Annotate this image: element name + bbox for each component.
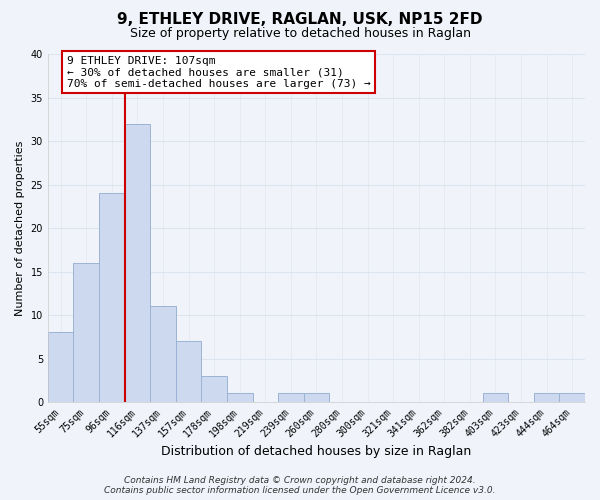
Text: 9, ETHLEY DRIVE, RAGLAN, USK, NP15 2FD: 9, ETHLEY DRIVE, RAGLAN, USK, NP15 2FD (117, 12, 483, 28)
Bar (150, 306, 176, 402)
Bar (176, 341, 202, 402)
Bar (125, 124, 150, 402)
Y-axis label: Number of detached properties: Number of detached properties (15, 140, 25, 316)
Bar (48, 332, 73, 402)
Bar (73, 263, 99, 402)
Bar (99, 193, 125, 402)
Bar (278, 394, 304, 402)
Bar (227, 394, 253, 402)
Bar (202, 376, 227, 402)
Bar (482, 394, 508, 402)
Bar (304, 394, 329, 402)
X-axis label: Distribution of detached houses by size in Raglan: Distribution of detached houses by size … (161, 444, 472, 458)
Bar (534, 394, 559, 402)
Bar (559, 394, 585, 402)
Text: 9 ETHLEY DRIVE: 107sqm
← 30% of detached houses are smaller (31)
70% of semi-det: 9 ETHLEY DRIVE: 107sqm ← 30% of detached… (67, 56, 370, 89)
Text: Contains HM Land Registry data © Crown copyright and database right 2024.
Contai: Contains HM Land Registry data © Crown c… (104, 476, 496, 495)
Text: Size of property relative to detached houses in Raglan: Size of property relative to detached ho… (130, 28, 470, 40)
